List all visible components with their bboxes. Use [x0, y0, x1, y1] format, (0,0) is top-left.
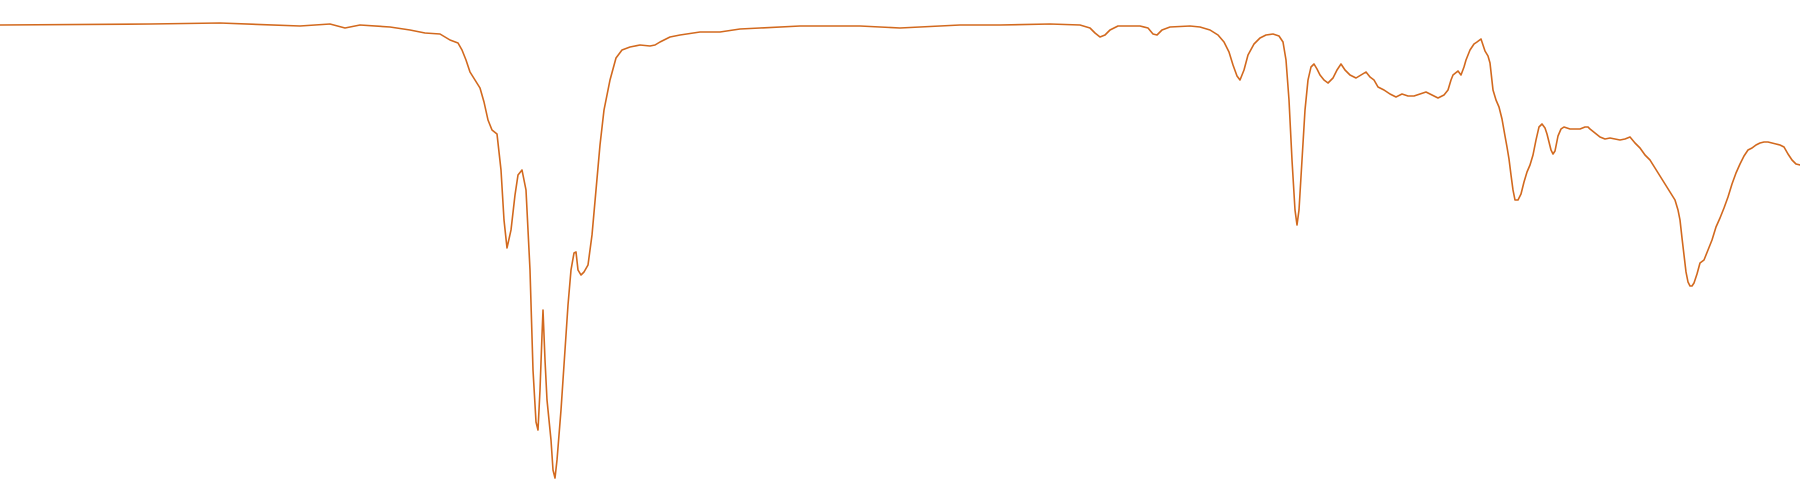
series-line — [0, 22, 1800, 479]
